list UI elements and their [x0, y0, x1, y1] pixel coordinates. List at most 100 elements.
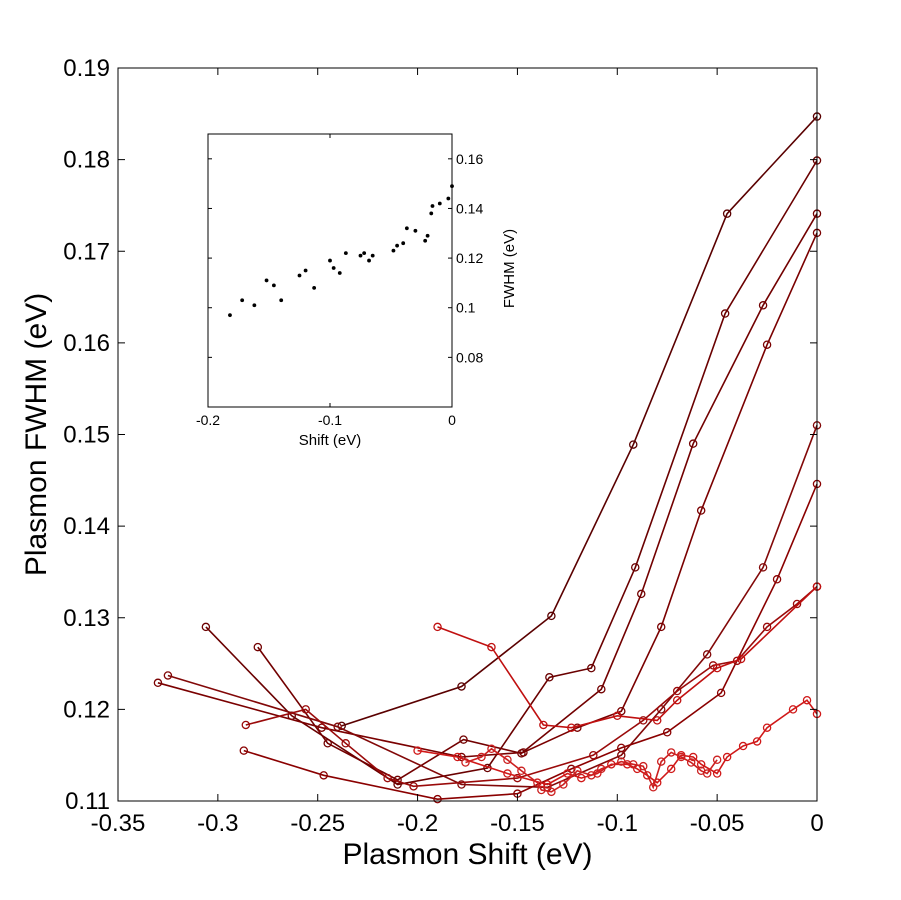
main-x-axis-label: Plasmon Shift (eV): [342, 838, 592, 871]
main-y-tick-label: 0.14: [63, 513, 110, 540]
inset-data-point: [395, 243, 399, 248]
data-point: [617, 743, 626, 753]
data-point: [613, 711, 622, 721]
main-y-tick-label: 0.17: [63, 238, 110, 265]
data-point: [459, 735, 468, 744]
data-point: [577, 773, 586, 783]
data-point: [758, 563, 768, 572]
data-point: [686, 758, 696, 767]
data-point: [676, 752, 686, 762]
main-x-tick-label: -0.05: [690, 810, 745, 837]
series-line: [245, 585, 818, 788]
main-series-6: [239, 479, 822, 804]
data-point: [487, 744, 496, 754]
data-point: [688, 439, 698, 448]
main-y-axis-label: Plasmon FWHM (eV): [20, 293, 53, 576]
data-point: [597, 684, 606, 694]
inset-y-tick-label: 0.1: [456, 300, 476, 316]
data-point: [567, 723, 576, 732]
data-point: [762, 340, 772, 349]
data-point: [732, 656, 742, 666]
data-point: [537, 785, 546, 795]
data-point: [153, 678, 163, 688]
inset-x-tick-label: 0: [448, 412, 456, 428]
data-point: [589, 750, 598, 760]
series-line: [243, 483, 818, 801]
data-point: [702, 769, 712, 778]
data-point: [547, 611, 556, 621]
main-series-layer: [153, 112, 822, 804]
main-series-4: [153, 228, 822, 762]
data-point: [702, 650, 712, 659]
data-point: [383, 773, 392, 783]
main-x-tick-label: -0.3: [197, 810, 238, 837]
data-point: [712, 755, 722, 765]
data-point: [629, 440, 638, 449]
data-point: [666, 764, 676, 774]
data-point: [539, 720, 548, 730]
data-point: [638, 716, 648, 725]
main-y-tick-label: 0.12: [63, 696, 110, 723]
data-point: [617, 757, 626, 766]
data-point: [648, 783, 658, 792]
data-point: [241, 720, 251, 730]
data-point: [503, 755, 512, 765]
data-point: [672, 695, 682, 705]
data-point: [788, 705, 798, 714]
data-point: [409, 782, 418, 791]
main-axes: -0.35 -0.3 -0.25 -0.2 -0.15 -0.1 -0.05 0 0.11 0.1…: [63, 55, 823, 837]
data-point: [672, 686, 682, 696]
main-series-10: [461, 744, 722, 797]
main-y-tick-label: 0.19: [63, 55, 110, 82]
data-point: [792, 599, 802, 609]
data-point: [573, 766, 582, 776]
data-point: [688, 752, 698, 762]
data-point: [802, 695, 812, 705]
data-point: [341, 739, 350, 748]
series-line: [341, 116, 818, 727]
data-point: [413, 746, 422, 755]
inset-x-tick-label: -0.2: [196, 412, 220, 428]
inset-data-point: [370, 253, 375, 258]
inset-data-point: [240, 298, 245, 303]
data-point: [712, 769, 722, 778]
data-point: [547, 787, 556, 797]
inset-data-point: [446, 196, 451, 201]
data-point: [752, 737, 762, 746]
data-point: [517, 766, 526, 776]
inset-data-point: [343, 251, 348, 256]
inset-data-point: [297, 273, 302, 278]
data-point: [453, 752, 462, 762]
inset-axes: -0.2 -0.1 0 0.08 0.1 0.12 0.14 0.16: [196, 134, 483, 428]
main-y-tick-label: 0.11: [65, 788, 110, 815]
data-point: [239, 746, 249, 755]
main-x-tick-label: -0.15: [490, 810, 545, 837]
main-x-tick-label: -0.35: [91, 810, 146, 837]
data-point: [319, 771, 328, 780]
inset-data-point: [404, 226, 409, 231]
inset-data-point: [367, 258, 371, 263]
inset-chart: -0.2 -0.1 00.080.10.120.140.16 Shift (eV) …: [196, 133, 518, 449]
inset-data-point: [228, 313, 232, 318]
data-point: [317, 723, 326, 732]
data-point: [656, 757, 666, 766]
data-point: [433, 622, 442, 632]
data-point: [333, 722, 342, 732]
main-y-tick-label: 0.16: [63, 330, 110, 357]
data-point: [487, 642, 496, 652]
data-point: [637, 589, 646, 599]
inset-data-point: [328, 258, 332, 263]
inset-data-point: [430, 204, 435, 208]
data-point: [642, 771, 652, 780]
data-point: [587, 771, 596, 780]
inset-data-point: [362, 251, 367, 256]
data-point: [656, 622, 666, 632]
data-point: [722, 752, 732, 762]
data-point: [712, 663, 722, 673]
inset-points-layer: [228, 184, 454, 318]
data-point: [738, 741, 748, 751]
data-point: [696, 506, 706, 515]
data-point: [762, 622, 772, 632]
data-point: [513, 773, 522, 783]
